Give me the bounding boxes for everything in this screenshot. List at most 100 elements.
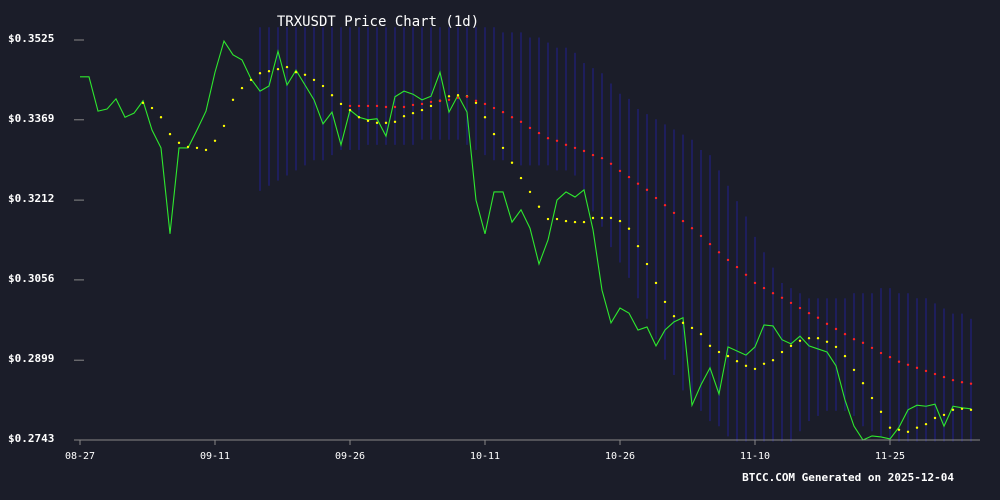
ma-dot xyxy=(357,104,361,108)
ma-dot xyxy=(636,182,640,185)
ma-dot xyxy=(870,396,874,400)
x-tick-label: 10-11 xyxy=(470,451,500,462)
ma-dot xyxy=(834,327,838,331)
ma-dot xyxy=(582,220,586,224)
ma-dot xyxy=(402,105,406,109)
ma-dot xyxy=(501,146,505,150)
ma-dot xyxy=(528,190,532,194)
ma-dot xyxy=(519,120,523,124)
ma-dot xyxy=(339,102,343,106)
ma-dot xyxy=(186,145,190,149)
ma-dot xyxy=(942,375,946,379)
ma-dot xyxy=(249,78,253,82)
ma-dot xyxy=(717,251,721,254)
ma-dot xyxy=(231,98,235,102)
ma-dot xyxy=(915,366,919,370)
ma-dot xyxy=(915,426,919,429)
ma-dot xyxy=(177,141,181,145)
ma-dot xyxy=(375,121,379,125)
ma-dot xyxy=(384,105,388,109)
ma-dot xyxy=(546,217,550,221)
ma-dot xyxy=(222,124,226,128)
ma-dot xyxy=(204,148,208,152)
ma-dot xyxy=(456,96,460,100)
x-tick-label: 10-26 xyxy=(605,451,635,462)
ma-dot xyxy=(429,104,433,108)
ma-dot xyxy=(843,354,847,358)
ma-dot xyxy=(168,132,172,136)
ma-dot xyxy=(789,301,793,305)
ma-dot xyxy=(762,286,766,290)
ma-dot xyxy=(681,321,685,325)
ma-dot xyxy=(663,204,667,207)
ma-dot xyxy=(933,372,937,376)
ma-dot xyxy=(555,217,559,221)
ma-dot xyxy=(447,95,451,98)
ma-dot xyxy=(438,99,442,103)
ma-dot xyxy=(816,337,820,340)
ma-dot xyxy=(276,67,280,71)
ma-dot xyxy=(159,116,163,119)
ma-dot xyxy=(555,139,559,142)
ma-dot xyxy=(861,341,865,345)
ma-dot xyxy=(258,72,262,75)
ma-dot xyxy=(447,98,451,102)
ma-dot xyxy=(393,105,397,109)
ma-dot xyxy=(861,382,865,385)
ma-dot xyxy=(681,219,685,223)
ma-dot xyxy=(690,227,694,230)
price-line xyxy=(80,39,972,441)
ma-dot xyxy=(717,350,721,354)
ma-dot xyxy=(780,350,784,354)
ma-dot xyxy=(600,216,604,220)
ma-dot xyxy=(483,116,487,119)
ma-dot xyxy=(789,344,793,348)
ma-dot xyxy=(609,162,613,165)
ma-dot xyxy=(618,169,622,173)
ma-dot xyxy=(924,422,928,426)
ma-dot xyxy=(672,315,676,318)
footer: BTCC.COM Generated on 2025-12-04 xyxy=(742,471,954,484)
ma-dot xyxy=(744,273,748,276)
ma-dot xyxy=(519,176,523,180)
ma-dot xyxy=(510,116,514,119)
x-tick-label: 11-10 xyxy=(740,451,770,462)
ma-dot xyxy=(807,337,811,340)
ma-dot xyxy=(411,111,415,115)
ma-dot xyxy=(807,311,811,315)
ma-dot xyxy=(573,220,577,224)
ma-dot xyxy=(564,143,568,147)
ma-dot xyxy=(582,149,586,153)
ma-dot xyxy=(420,102,424,106)
ma-dot xyxy=(735,360,739,363)
ma-dot xyxy=(816,316,820,319)
ma-dot xyxy=(348,104,352,108)
ma-dot xyxy=(393,120,397,124)
ma-dot xyxy=(798,306,802,310)
ma-dot xyxy=(591,153,595,157)
ma-dot xyxy=(951,378,955,382)
ma-dot xyxy=(591,216,595,220)
ma-dot xyxy=(699,332,703,336)
ma-dot xyxy=(366,104,370,108)
ma-dot xyxy=(240,86,244,90)
ma-dot xyxy=(303,73,307,76)
ma-dot xyxy=(879,351,883,355)
y-tick-label: $0.3212 xyxy=(8,192,54,205)
y-tick-label: $0.3525 xyxy=(8,32,54,45)
ma-dot xyxy=(564,219,568,223)
ma-dot xyxy=(501,110,505,114)
ma-dot xyxy=(636,244,640,248)
ma-dot xyxy=(141,101,145,105)
ma-dot xyxy=(645,262,649,266)
ma-dot xyxy=(852,338,856,341)
ma-dot xyxy=(330,94,334,97)
x-tick-label: 09-26 xyxy=(335,451,365,462)
ma-dot xyxy=(825,340,829,343)
ma-dot xyxy=(465,95,469,98)
ma-dot xyxy=(771,291,775,295)
ma-dot xyxy=(942,413,946,417)
ma-dot xyxy=(375,104,379,108)
ma-dot xyxy=(708,344,712,348)
ma-dot xyxy=(492,106,496,110)
